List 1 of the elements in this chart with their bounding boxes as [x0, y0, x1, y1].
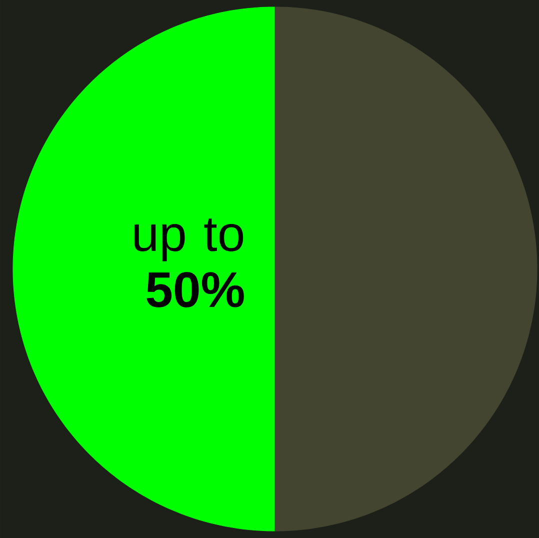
data-label: up to 50% — [134, 218, 244, 308]
